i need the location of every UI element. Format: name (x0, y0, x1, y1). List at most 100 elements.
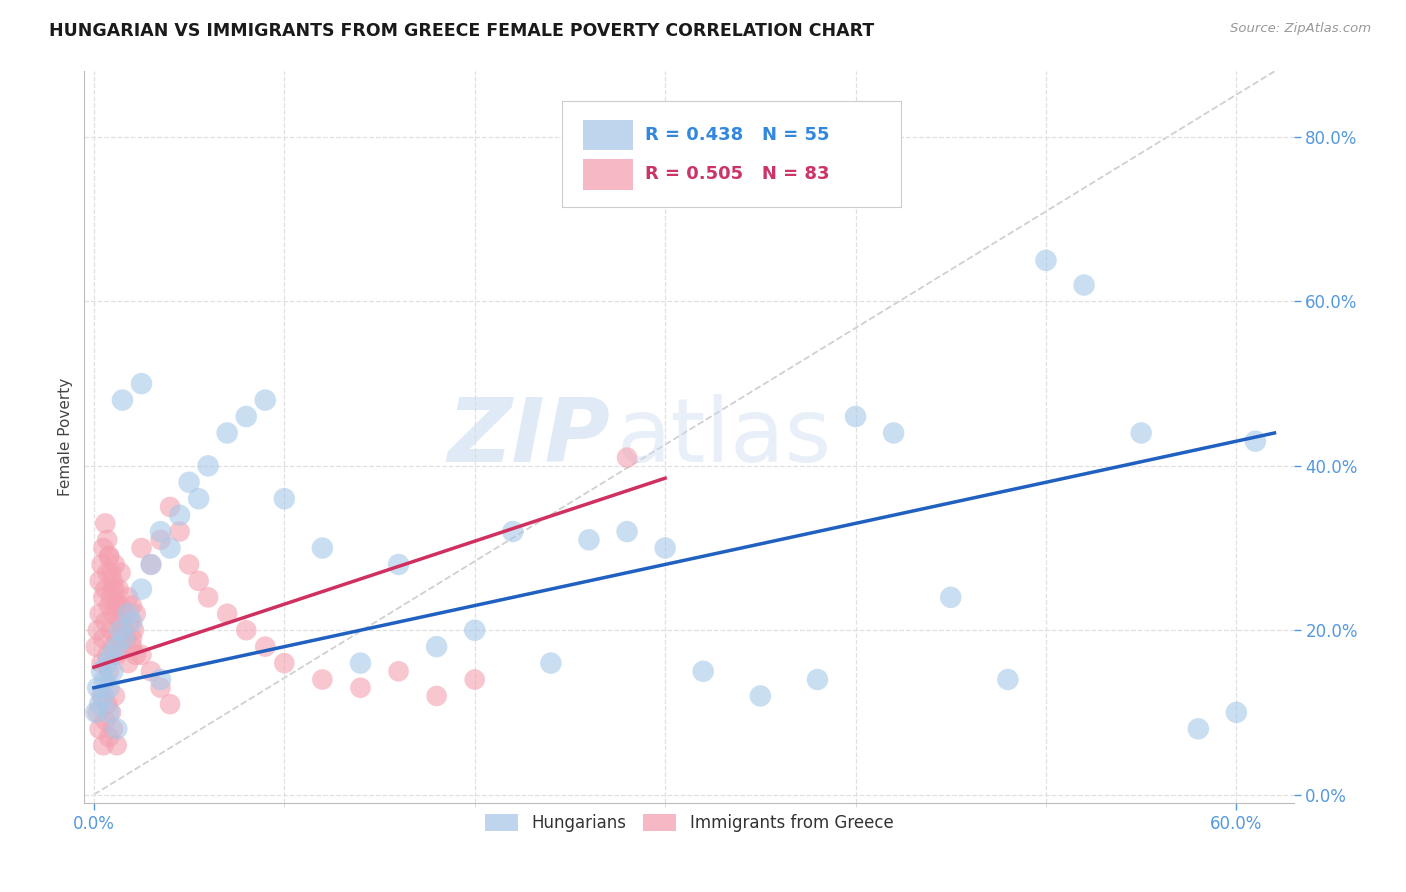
Point (502, 524, 524, 539)
Point (105, 739, 128, 753)
Point (139, 665, 162, 679)
Point (177, 475, 200, 490)
Point (654, 541, 676, 555)
Point (169, 508, 191, 523)
Point (90, 689, 112, 703)
Point (187, 491, 209, 506)
Point (217, 607, 239, 621)
Y-axis label: Female Poverty: Female Poverty (58, 378, 73, 496)
Point (105, 632, 128, 646)
Point (1130, 425, 1153, 440)
Point (349, 681, 371, 695)
Point (121, 632, 143, 646)
Point (94, 673, 117, 687)
Point (387, 558, 409, 572)
FancyBboxPatch shape (582, 159, 633, 190)
Point (89, 574, 111, 588)
Point (235, 409, 257, 424)
FancyBboxPatch shape (582, 120, 633, 151)
Point (159, 697, 181, 711)
Point (98, 681, 121, 695)
Legend: Hungarians, Immigrants from Greece: Hungarians, Immigrants from Greece (478, 807, 900, 838)
Point (117, 656, 139, 670)
Point (104, 558, 127, 572)
Point (149, 533, 172, 547)
Text: ZIP: ZIP (447, 393, 610, 481)
Point (1225, 706, 1247, 720)
Point (89, 697, 111, 711)
Point (100, 591, 122, 605)
Point (131, 376, 153, 391)
Point (105, 648, 128, 662)
Point (806, 673, 828, 687)
Point (98, 549, 121, 564)
Point (187, 574, 209, 588)
Point (101, 665, 124, 679)
Point (105, 599, 128, 613)
Point (311, 673, 333, 687)
Point (98, 549, 121, 564)
Point (101, 582, 124, 596)
Point (93, 739, 115, 753)
FancyBboxPatch shape (562, 101, 901, 207)
Point (426, 640, 449, 654)
Point (749, 689, 772, 703)
Point (939, 591, 962, 605)
Point (426, 689, 449, 703)
Point (107, 582, 129, 596)
Point (131, 541, 153, 555)
Point (112, 607, 135, 621)
Text: R = 0.438   N = 55: R = 0.438 N = 55 (645, 126, 830, 144)
Point (254, 393, 277, 408)
Point (273, 656, 295, 670)
Point (120, 615, 142, 629)
Point (111, 624, 134, 638)
Point (84, 640, 107, 654)
Point (159, 500, 181, 514)
Point (94, 516, 117, 531)
Point (311, 541, 333, 555)
Point (131, 582, 153, 596)
Point (93, 632, 115, 646)
Point (122, 624, 145, 638)
Point (115, 632, 138, 646)
Point (464, 624, 486, 638)
Point (90, 665, 112, 679)
Point (86, 624, 108, 638)
Point (121, 615, 143, 629)
Point (131, 648, 153, 662)
Point (105, 640, 128, 654)
Point (464, 673, 486, 687)
Point (94, 615, 117, 629)
Point (111, 615, 134, 629)
Point (96, 533, 118, 547)
Point (540, 656, 562, 670)
Point (93, 541, 115, 555)
Point (273, 491, 295, 506)
Point (112, 632, 135, 646)
Point (89, 722, 111, 736)
Point (100, 566, 122, 580)
Point (845, 409, 868, 424)
Point (117, 607, 139, 621)
Point (107, 615, 129, 629)
Point (101, 640, 124, 654)
Point (90, 656, 112, 670)
Point (98, 665, 121, 679)
Point (692, 665, 714, 679)
Point (159, 541, 181, 555)
Point (121, 640, 143, 654)
Point (149, 681, 172, 695)
Point (121, 599, 143, 613)
Point (254, 640, 277, 654)
Point (96, 656, 118, 670)
Point (93, 689, 115, 703)
Point (86, 681, 108, 695)
Point (197, 591, 219, 605)
Point (578, 533, 600, 547)
Point (883, 425, 905, 440)
Point (104, 689, 127, 703)
Point (197, 458, 219, 473)
Point (96, 648, 118, 662)
Point (101, 607, 124, 621)
